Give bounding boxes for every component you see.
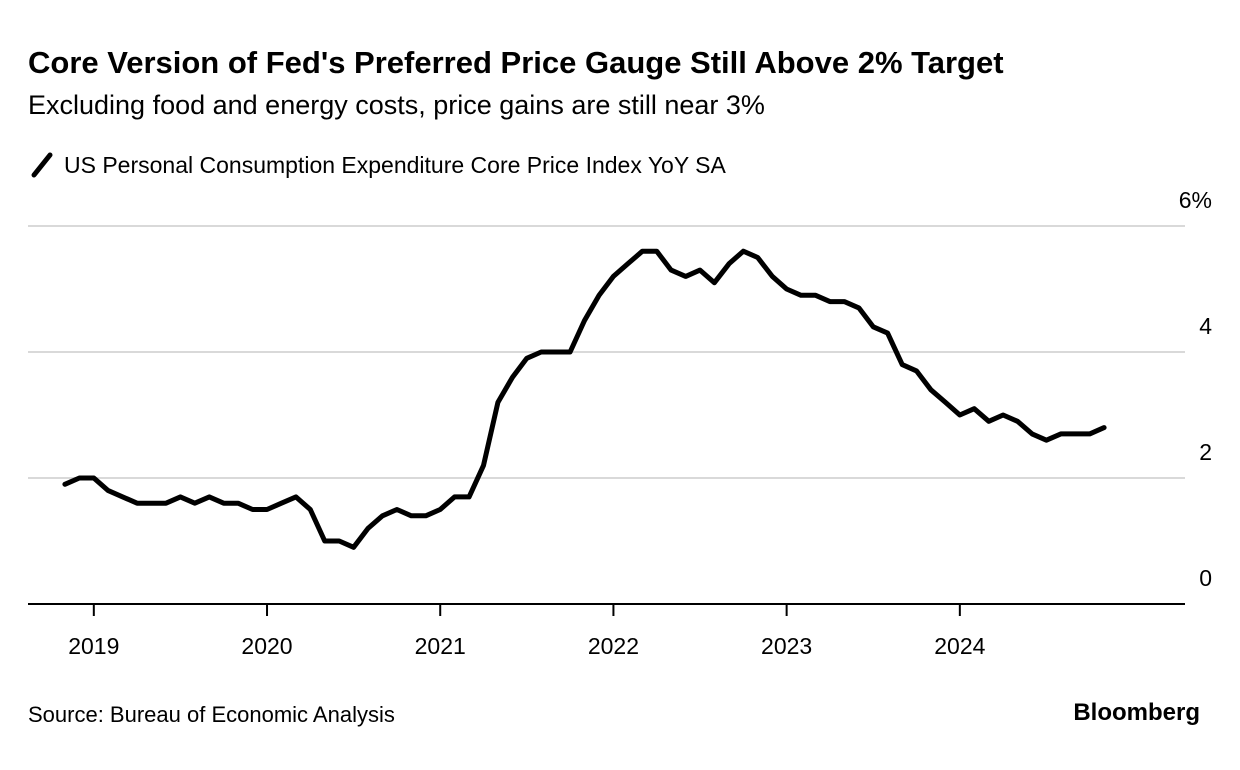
legend-swatch bbox=[31, 152, 53, 178]
x-tick-label: 2020 bbox=[241, 633, 292, 659]
chart-title: Core Version of Fed's Preferred Price Ga… bbox=[28, 45, 1004, 80]
y-tick-label: 0 bbox=[1199, 565, 1212, 591]
x-tick-label: 2024 bbox=[934, 633, 985, 659]
y-tick-label: 2 bbox=[1199, 439, 1212, 465]
series-line bbox=[62, 248, 1107, 550]
brand-logo: Bloomberg bbox=[1073, 699, 1200, 726]
x-tick-label: 2022 bbox=[588, 633, 639, 659]
x-tick-label: 2019 bbox=[68, 633, 119, 659]
legend-label: US Personal Consumption Expenditure Core… bbox=[64, 152, 727, 178]
x-tick-label: 2021 bbox=[415, 633, 466, 659]
x-tick-label: 2023 bbox=[761, 633, 812, 659]
y-tick-label: 6% bbox=[1179, 187, 1212, 213]
y-tick-label: 4 bbox=[1199, 313, 1212, 339]
chart-subtitle: Excluding food and energy costs, price g… bbox=[28, 90, 765, 120]
source-note: Source: Bureau of Economic Analysis bbox=[28, 702, 395, 727]
